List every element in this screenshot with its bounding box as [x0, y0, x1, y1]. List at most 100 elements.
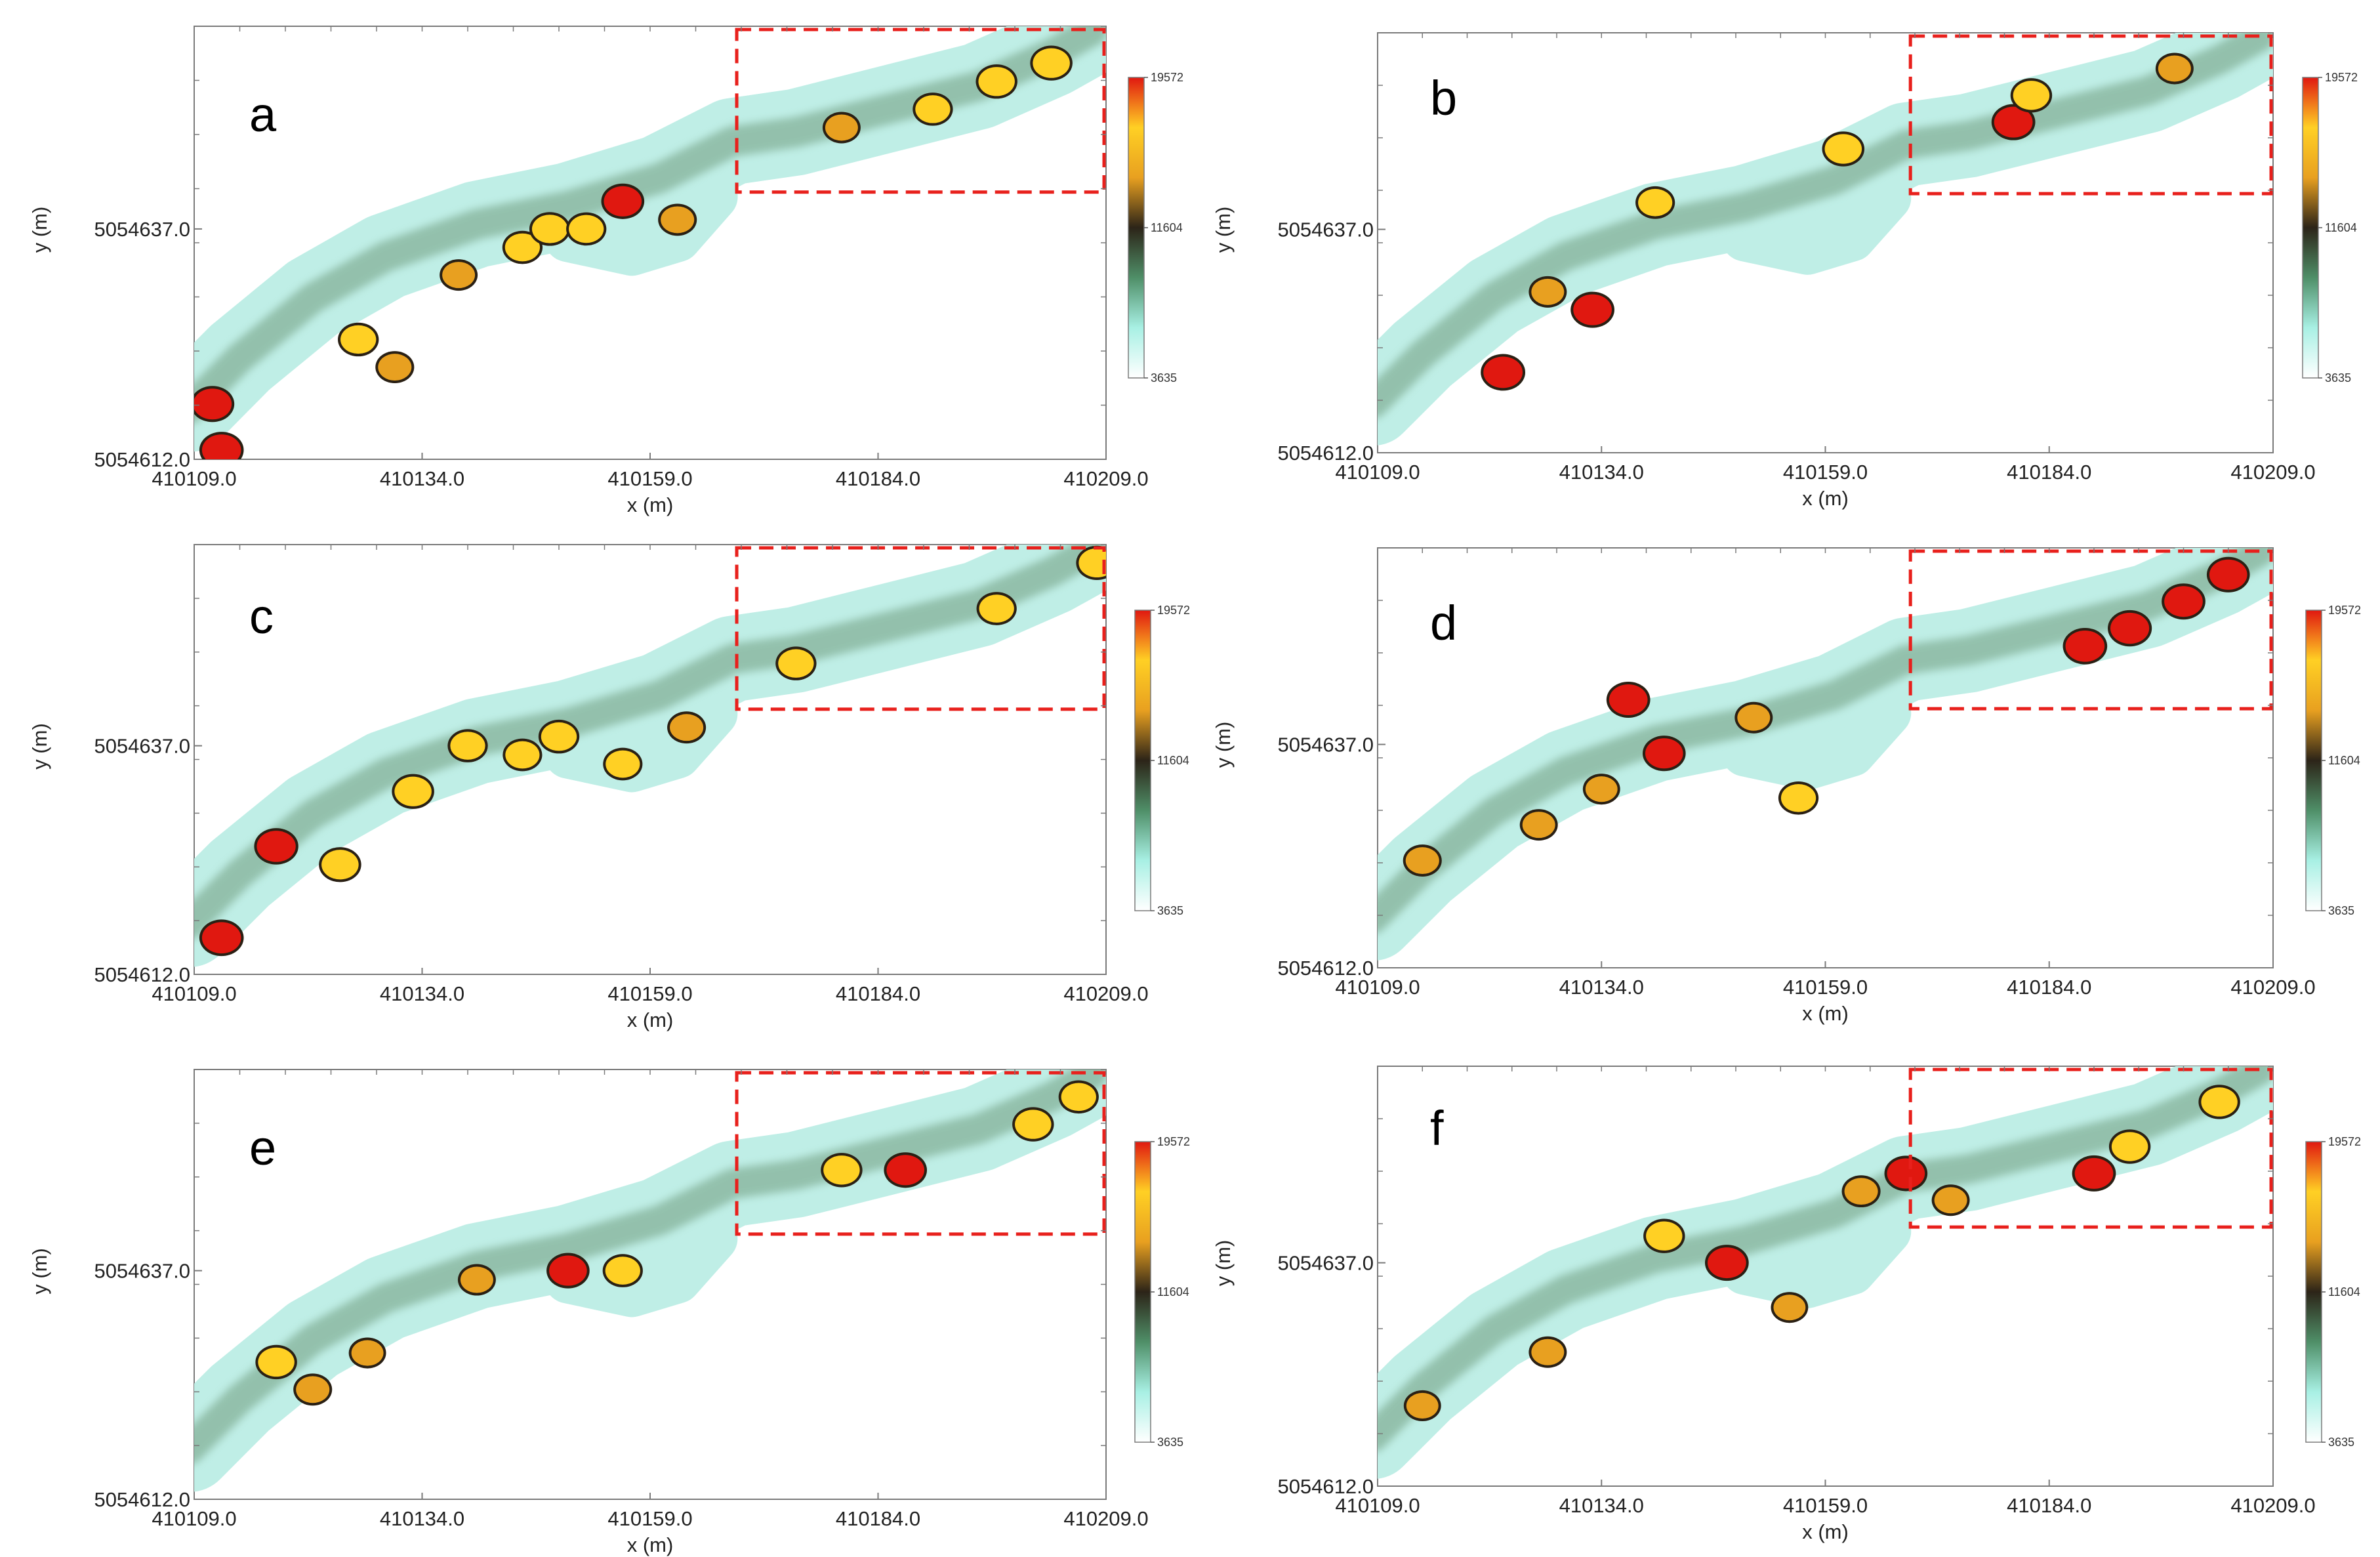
x-tick-label: 410109.0 — [1335, 1494, 1420, 1517]
survey-lobe — [1721, 175, 1912, 275]
hotspot — [1078, 548, 1106, 578]
colorbar — [2305, 610, 2322, 911]
hotspot — [531, 215, 568, 243]
hotspot — [378, 354, 412, 381]
colorbar — [1128, 77, 1145, 379]
hotspot — [978, 67, 1015, 96]
survey-area-c — [194, 545, 1106, 966]
hotspot — [2110, 612, 2150, 644]
x-tick-label: 410184.0 — [2007, 461, 2091, 484]
colorbar-label: 3635 — [2328, 904, 2354, 917]
hotspot — [258, 1347, 295, 1377]
hotspot — [1638, 188, 1673, 217]
hotspot — [569, 215, 604, 243]
x-tick-label: 410184.0 — [836, 982, 920, 1005]
x-tick-label: 410109.0 — [1335, 461, 1420, 484]
hotspot — [823, 1155, 860, 1185]
x-axis-label: x (m) — [627, 493, 674, 516]
colorbar — [1134, 610, 1151, 911]
y-tick-label: 5054637.0 — [1277, 218, 1374, 241]
colorbar-label: 11604 — [2328, 1285, 2360, 1298]
x-tick-label: 410159.0 — [607, 1507, 692, 1530]
x-tick-label: 410134.0 — [380, 467, 464, 490]
colorbar-label: 19572 — [1151, 71, 1183, 84]
hotspot — [1824, 134, 1862, 164]
hotspot — [442, 262, 476, 289]
y-tick-label: 5054612.0 — [1277, 957, 1374, 980]
survey-area-a — [194, 26, 1106, 459]
x-tick-label: 410159.0 — [607, 982, 692, 1005]
hotspot — [321, 850, 359, 880]
y-tick-label: 5054612.0 — [94, 448, 190, 471]
hotspot — [256, 831, 296, 862]
hotspot — [1585, 776, 1618, 802]
highlight-box — [735, 1071, 1106, 1236]
panel-letter: f — [1430, 1101, 1444, 1155]
colorbar-label: 11604 — [2328, 754, 2360, 767]
x-tick-label: 410159.0 — [607, 467, 692, 490]
hotspot — [1780, 783, 1816, 812]
hotspot — [604, 186, 642, 217]
hotspot — [1645, 738, 1683, 769]
hotspot — [2065, 630, 2105, 662]
survey-core — [1378, 33, 2273, 418]
y-tick-label: 5054612.0 — [94, 1488, 190, 1511]
hotspot — [1483, 356, 1523, 388]
y-tick-label: 5054637.0 — [94, 1260, 190, 1283]
hotspot — [201, 434, 241, 459]
x-axis-label: x (m) — [627, 1008, 674, 1031]
hotspot — [1033, 48, 1070, 78]
x-axis-label: x (m) — [1802, 1002, 1849, 1025]
y-axis-label: y (m) — [1212, 722, 1235, 768]
y-tick-label: 5054612.0 — [1277, 442, 1374, 465]
hotspot — [2111, 1132, 2148, 1161]
hotspot — [1531, 278, 1565, 305]
hotspot — [1609, 684, 1648, 715]
hotspot — [1405, 847, 1439, 875]
colorbar-label: 19572 — [1157, 1135, 1190, 1148]
panel-letter: c — [249, 589, 274, 644]
hotspot — [394, 776, 432, 806]
hotspot — [1737, 704, 1771, 731]
hotspot — [886, 1155, 925, 1186]
x-tick-label: 410159.0 — [1783, 1494, 1868, 1517]
hotspot — [194, 388, 232, 420]
x-tick-label: 410209.0 — [2230, 461, 2315, 484]
hotspot — [504, 233, 541, 262]
highlight-box — [1908, 549, 2273, 711]
x-tick-label: 410209.0 — [2230, 976, 2315, 999]
x-tick-label: 410109.0 — [152, 1507, 236, 1530]
hotspot — [1015, 1110, 1052, 1139]
colorbar-label: 19572 — [2328, 604, 2361, 617]
y-tick-label: 5054637.0 — [94, 218, 190, 241]
colorbar-label: 3635 — [1157, 904, 1183, 917]
hotspot — [1934, 1187, 1967, 1214]
hotspot — [460, 1266, 493, 1293]
x-tick-label: 410184.0 — [836, 1507, 920, 1530]
hotspot — [541, 722, 577, 751]
panel-letter: b — [1430, 71, 1457, 125]
hotspot — [1707, 1247, 1746, 1279]
x-tick-label: 410159.0 — [1783, 976, 1868, 999]
x-tick-label: 410209.0 — [1063, 982, 1148, 1005]
hotspot — [1646, 1221, 1683, 1251]
hotspot — [296, 1376, 330, 1403]
survey-lobe — [1721, 690, 1912, 790]
hotspot — [201, 922, 241, 954]
colorbar-label: 19572 — [2325, 71, 2358, 84]
colorbar-label: 3635 — [2328, 1436, 2354, 1449]
x-tick-label: 410184.0 — [2007, 1494, 2091, 1517]
survey-lobe — [1721, 1208, 1912, 1308]
colorbar-label: 11604 — [1157, 1285, 1189, 1298]
y-axis-label: y (m) — [1212, 1240, 1235, 1287]
highlight-box — [735, 546, 1106, 711]
x-tick-label: 410109.0 — [152, 467, 236, 490]
hotspot — [915, 95, 951, 123]
x-tick-label: 410109.0 — [1335, 976, 1420, 999]
hotspot — [1061, 1083, 1096, 1111]
x-tick-label: 410184.0 — [2007, 976, 2091, 999]
survey-area-e — [194, 1069, 1106, 1491]
